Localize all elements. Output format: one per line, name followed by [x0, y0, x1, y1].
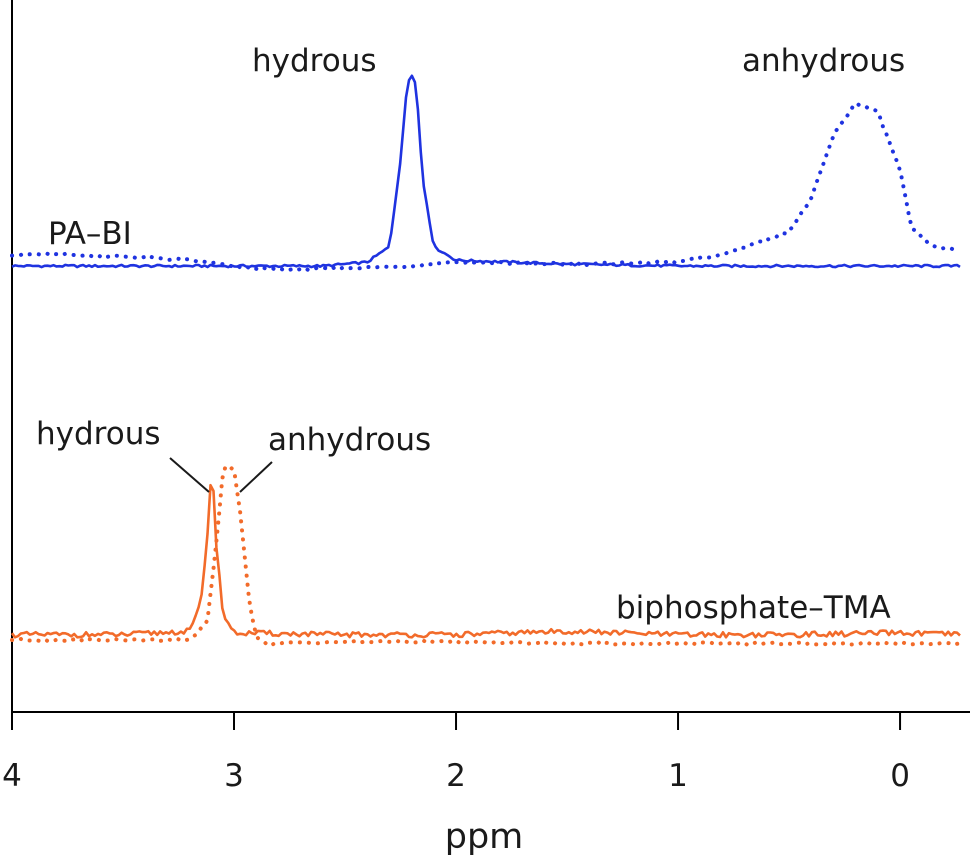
x-tick-label-1: 1	[668, 758, 688, 794]
x-tick-label-4: 4	[2, 758, 22, 794]
trace-panel1-dotted-anhydrous	[10, 100, 962, 273]
trace-panel1-solid-hydrous	[11, 74, 961, 269]
peak-label-hydrous-orange: hydrous	[36, 416, 161, 452]
leader-line-anhydrous	[239, 461, 273, 493]
x-tick-label-0: 0	[890, 758, 910, 794]
x-axis-ticks: 4 3 2 1 0	[2, 712, 910, 794]
x-tick-label-3: 3	[224, 758, 244, 794]
peak-label-anhydrous-blue: anhydrous	[742, 43, 905, 79]
peak-label-hydrous-blue: hydrous	[252, 43, 377, 79]
trace-label-biphosphate-tma: biphosphate–TMA	[616, 590, 891, 626]
trace-layer	[10, 74, 962, 647]
trace-label-pa-bi: PA–BI	[48, 216, 132, 252]
trace-panel2-dotted-anhydrous	[10, 463, 962, 647]
leader-line-hydrous	[169, 457, 210, 493]
plot-frame	[11, 0, 970, 713]
x-axis-title: ppm	[445, 817, 524, 857]
trace-panel2-solid-hydrous	[10, 483, 961, 639]
peak-label-anhydrous-orange: anhydrous	[268, 422, 431, 458]
x-tick-label-2: 2	[446, 758, 466, 794]
